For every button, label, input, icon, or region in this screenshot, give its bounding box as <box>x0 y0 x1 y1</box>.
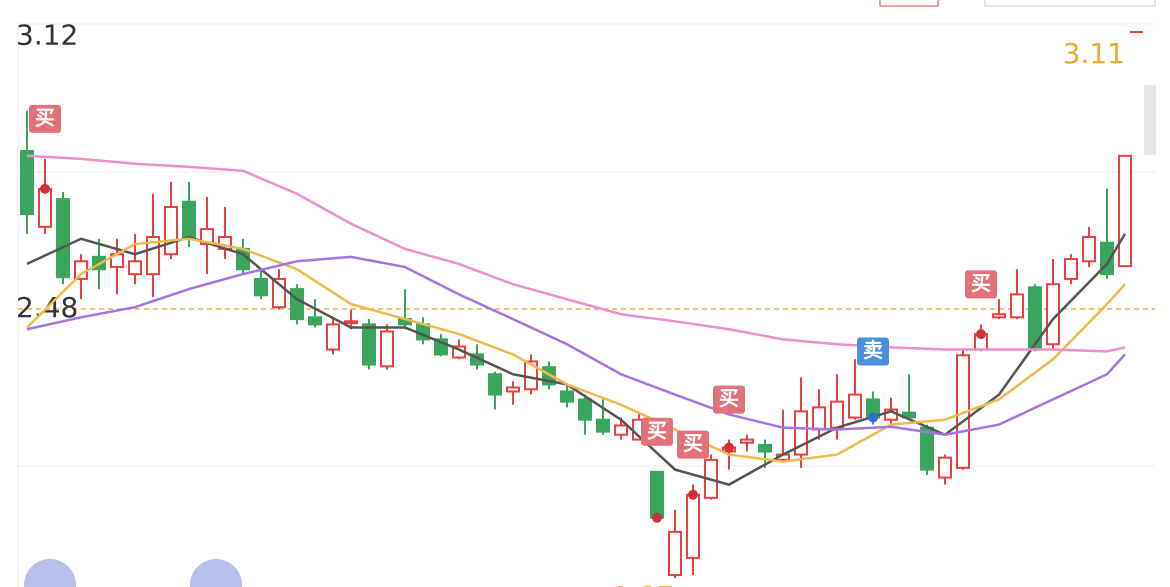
candle-body <box>182 200 196 240</box>
candle-body <box>20 149 34 216</box>
candle-body <box>686 493 700 559</box>
last-price: 3.11 <box>1063 37 1125 70</box>
candle-body <box>362 323 376 366</box>
low-price: 1.87 <box>612 580 674 587</box>
candle-body <box>344 320 358 325</box>
candle-body <box>200 228 214 246</box>
candle-body <box>128 260 142 276</box>
signal-dot <box>868 412 878 423</box>
candle-body <box>902 411 916 419</box>
signal-dot <box>976 329 986 340</box>
signal-dot <box>688 489 698 500</box>
candle-body <box>56 198 70 279</box>
candle-body <box>1028 286 1042 349</box>
candle-body <box>308 316 322 326</box>
candle-body <box>1082 236 1096 263</box>
candle-body <box>326 323 340 351</box>
signal-label: 买 <box>683 431 703 455</box>
candle-body <box>830 400 844 429</box>
signal-badge <box>677 430 709 459</box>
toolbar-field[interactable] <box>984 0 1156 7</box>
candle-body <box>578 398 592 421</box>
candle-body <box>74 260 88 280</box>
signal-dot <box>40 183 50 194</box>
candle-body <box>38 187 52 228</box>
candle-body <box>380 330 394 368</box>
candle-body <box>290 288 304 321</box>
candle-body <box>668 530 682 577</box>
signal-badge <box>29 104 61 133</box>
candle-body <box>488 373 502 396</box>
candle-body <box>758 443 772 453</box>
signal-label: 买 <box>647 418 667 442</box>
candle-body <box>560 390 574 403</box>
candle-body <box>848 393 862 419</box>
signal-dot <box>724 442 734 453</box>
signal-label: 买 <box>35 105 55 129</box>
signal-dot <box>652 512 662 523</box>
candle-body <box>164 205 178 256</box>
candle-body <box>992 313 1006 319</box>
candle-body <box>1010 293 1024 319</box>
ma-line <box>26 255 1126 437</box>
ma-line <box>26 237 1126 463</box>
candle-body <box>614 424 628 436</box>
signal-badge <box>641 417 673 446</box>
ma-line <box>26 154 1126 353</box>
signal-label: 卖 <box>863 338 883 362</box>
candle-body <box>596 418 610 433</box>
signal-badge <box>713 385 745 414</box>
ma-line <box>26 233 1127 486</box>
y-tick-label: 3.12 <box>16 18 78 51</box>
candle-body <box>812 406 826 431</box>
scrollbar[interactable] <box>1144 85 1156 155</box>
signal-badge <box>857 337 889 366</box>
signal-label: 买 <box>971 271 991 295</box>
candle-body <box>1118 154 1132 268</box>
candle-body <box>1064 258 1078 280</box>
nav-button[interactable] <box>24 559 76 587</box>
candle-body <box>740 438 754 444</box>
signal-badge <box>965 270 997 299</box>
candle-body <box>938 456 952 479</box>
candle-body <box>506 386 520 393</box>
candle-body <box>650 470 664 519</box>
candle-body <box>254 277 268 297</box>
signal-label: 买 <box>719 386 739 410</box>
nav-button[interactable] <box>190 559 242 587</box>
toolbar-button[interactable] <box>879 0 939 7</box>
